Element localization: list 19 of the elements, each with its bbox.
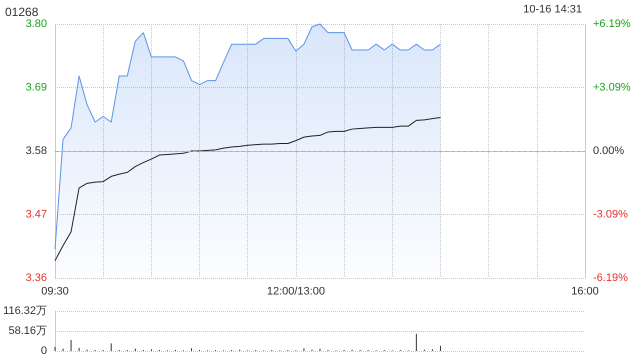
y-tick-label: 3.80 — [26, 18, 47, 30]
y-tick-label: 3.36 — [26, 272, 47, 284]
y-tick-label: 3.69 — [26, 82, 47, 94]
y2-tick-label: -6.19% — [593, 272, 628, 284]
x-tick-label: 09:30 — [41, 286, 69, 298]
y-tick-label: 116.32万 — [3, 305, 47, 317]
text: 10-16 14:31 — [523, 4, 582, 16]
y-tick-label: 3.58 — [26, 145, 47, 157]
y-tick-label: 0 — [40, 345, 47, 357]
x-tick-label: 12:00/13:00 — [266, 286, 325, 298]
y-tick-label: 58.16万 — [8, 325, 47, 337]
y2-tick-label: +6.19% — [593, 18, 631, 30]
y2-tick-label: 0.00% — [593, 145, 624, 157]
line-series — [54, 117, 441, 262]
x-tick-label: 16:00 — [571, 286, 599, 298]
y2-tick-label: +3.09% — [593, 82, 631, 94]
y-tick-label: 3.47 — [26, 208, 47, 220]
y2-tick-label: -3.09% — [593, 208, 628, 220]
chart-title: 01268 — [5, 5, 39, 19]
